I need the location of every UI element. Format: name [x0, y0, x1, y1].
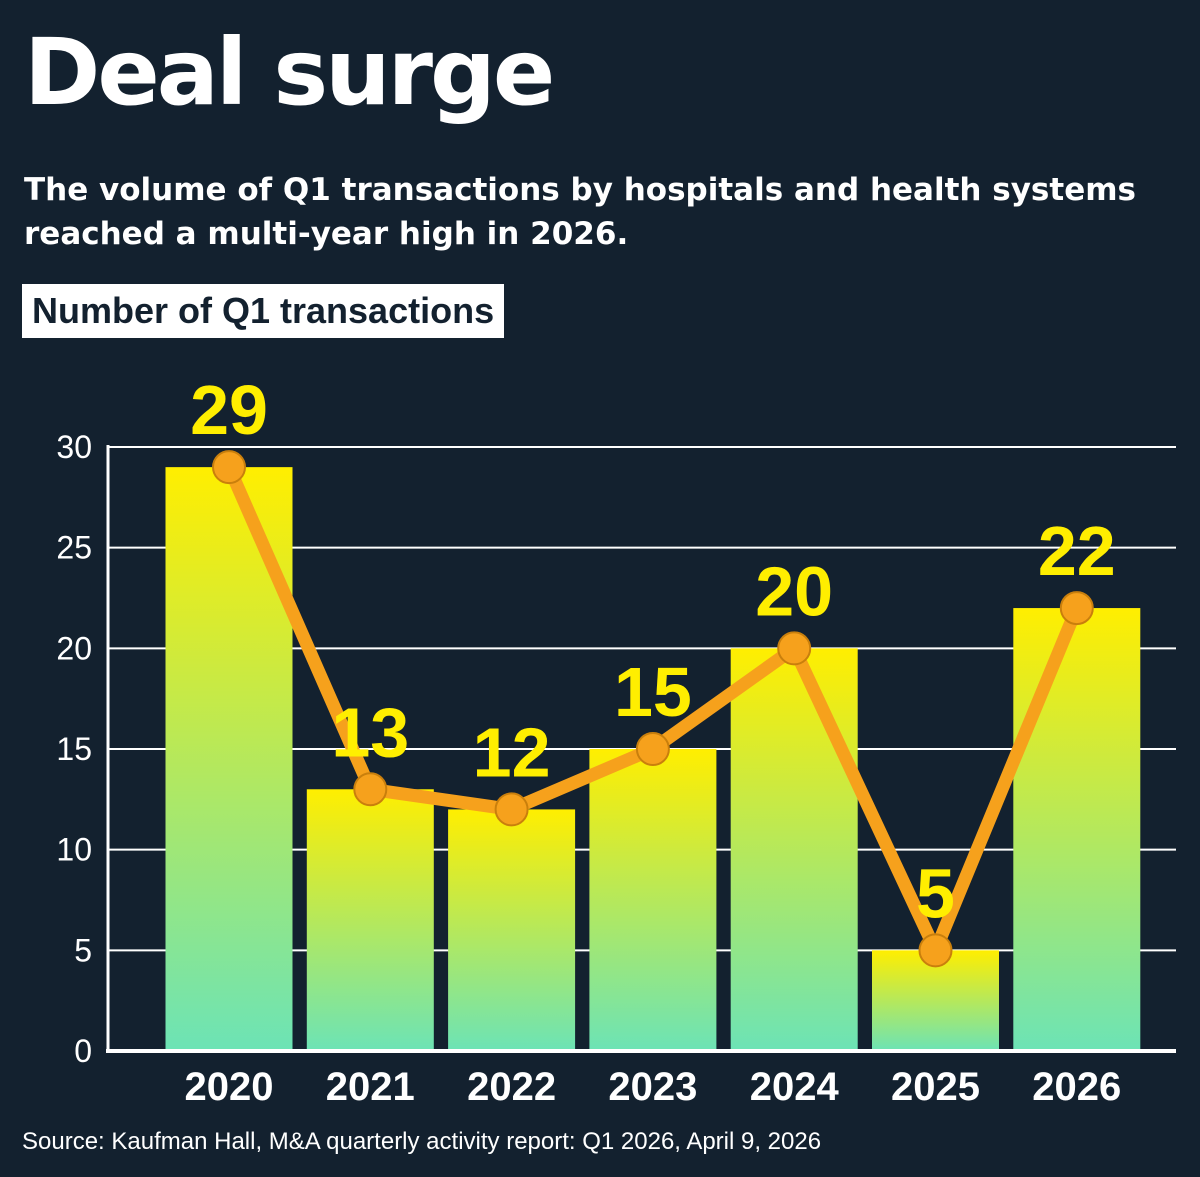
y-axis-ticks: 0 5 10 15 20 25 30 — [56, 429, 92, 1069]
point-2023 — [635, 732, 670, 766]
data-label-2026: 22 — [1038, 512, 1116, 590]
bar-2026 — [1013, 608, 1141, 1051]
y-tick-label-5: 5 — [74, 932, 92, 968]
x-tick-label-2022: 2022 — [467, 1065, 556, 1109]
data-label-2025: 5 — [916, 854, 955, 932]
point-2021 — [353, 772, 388, 807]
chart-subtitle: The volume of Q1 transactions by hospita… — [24, 172, 1136, 252]
x-tick-label-2021: 2021 — [326, 1065, 415, 1109]
bar-2023 — [589, 749, 717, 1051]
x-tick-label-2026: 2026 — [1032, 1065, 1121, 1109]
data-label-2021: 13 — [331, 693, 409, 771]
x-tick-label-2020: 2020 — [185, 1065, 274, 1109]
y-tick-label-15: 15 — [56, 731, 92, 767]
bar-2022 — [448, 809, 576, 1051]
point-2025 — [918, 933, 953, 968]
axes — [106, 445, 1176, 1053]
y-tick-label-25: 25 — [56, 530, 92, 566]
point-2026 — [1059, 591, 1094, 626]
bar-2021 — [306, 789, 434, 1051]
chart-label: Number of Q1 transactions — [22, 284, 505, 338]
source-note: Source: Kaufman Hall, M&A quarterly acti… — [22, 1128, 822, 1155]
bars — [165, 467, 1141, 1052]
data-label-2022: 12 — [473, 713, 551, 791]
y-tick-label-20: 20 — [56, 630, 92, 666]
chart-title: Deal surge — [24, 19, 555, 126]
point-2024 — [777, 631, 812, 666]
data-label-2023: 15 — [614, 653, 692, 731]
x-tick-label-2024: 2024 — [750, 1065, 840, 1109]
data-label-2024: 20 — [755, 552, 833, 630]
y-tick-label-30: 30 — [56, 429, 92, 465]
point-2020 — [212, 450, 246, 485]
y-tick-label-10: 10 — [56, 832, 92, 868]
data-labels: 29 13 12 15 20 5 22 — [190, 371, 1116, 932]
point-2022 — [494, 792, 529, 827]
data-label-2020: 29 — [190, 371, 268, 449]
y-tick-label-0: 0 — [74, 1033, 92, 1069]
x-tick-label-2025: 2025 — [891, 1065, 980, 1109]
x-axis-ticks: 2020 2021 2022 2023 2024 2025 2026 — [185, 1065, 1122, 1109]
trend-points — [212, 450, 1094, 968]
x-tick-label-2023: 2023 — [608, 1065, 697, 1109]
bar-2024 — [730, 648, 858, 1051]
